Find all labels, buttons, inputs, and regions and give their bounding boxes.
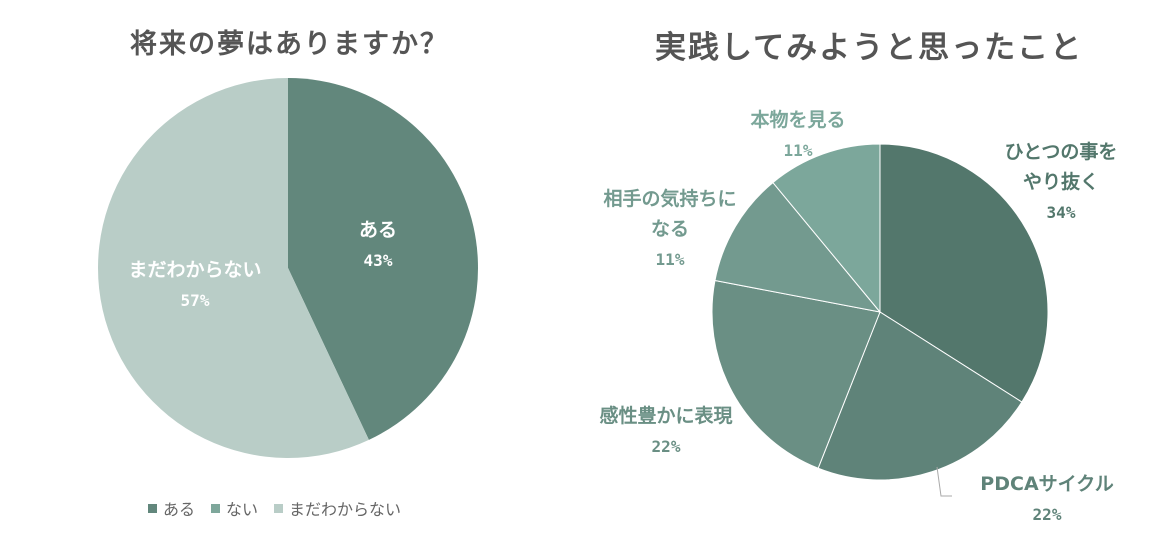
legend-swatch-madawakaranai xyxy=(274,503,284,513)
pie1-percent-label-2: 57% xyxy=(181,291,210,310)
pie2-slice-4 xyxy=(772,143,881,314)
pie2-data-label-1: PDCAサイクル 22% xyxy=(980,473,1113,524)
pie2-leader-line xyxy=(936,466,952,497)
pie2-percent-label-3: 11% xyxy=(656,250,685,269)
pie1-category-label-0: ある xyxy=(359,219,397,241)
chart-title-future-dream: 将来の夢はありますか？ xyxy=(130,29,449,60)
pie2-category-label-3: なる xyxy=(651,218,689,240)
legend-swatch-aru xyxy=(148,503,157,513)
pie2-category-label-1: PDCAサイクル xyxy=(980,473,1113,495)
pie2-category-label-0: やり抜く xyxy=(1023,170,1099,193)
pie2-category-label-2: 感性豊かに表現 xyxy=(599,404,732,427)
legend-item-madawakaranai: まだわからない xyxy=(274,496,401,520)
pie2-slice-0 xyxy=(879,143,1049,403)
pie2-slice-2 xyxy=(711,279,881,469)
chart-title-practice: 実践してみようと思ったこと xyxy=(655,30,1084,66)
pie1-percent-label-0: 43% xyxy=(364,251,393,270)
pie2-percent-label-2: 22% xyxy=(652,437,681,456)
legend-label-aru: ある xyxy=(163,500,196,519)
pie2-data-label-2: 感性豊かに表現 22% xyxy=(599,404,732,456)
pie1-category-label-2: まだわからない xyxy=(128,259,261,281)
pie2-slice-3 xyxy=(714,181,882,313)
pie2-slice-1 xyxy=(817,311,1023,481)
legend-swatch-nai xyxy=(211,503,221,513)
pie1-data-label-0: ある 43% xyxy=(359,219,397,270)
pie2-percent-label-4: 11% xyxy=(784,141,813,160)
pie2-category-label-4: 本物を見る xyxy=(750,108,845,131)
pie2-category-label-0: ひとつの事を xyxy=(1005,140,1118,163)
legend-label-nai: ない xyxy=(226,500,259,519)
pie1-slice-0 xyxy=(288,78,479,440)
pie2-percent-label-1: 22% xyxy=(1033,505,1062,524)
legend-label-madawakaranai: まだわからない xyxy=(289,500,402,519)
legend: ある ない まだわからない xyxy=(148,496,401,520)
legend-item-aru: ある xyxy=(148,496,195,520)
pie2-data-label-4: 本物を見る 11% xyxy=(750,108,845,160)
legend-item-nai: ない xyxy=(211,496,258,520)
pie1-slice-2 xyxy=(98,78,369,458)
pie2-percent-label-0: 34% xyxy=(1047,203,1076,222)
pie2-category-label-3: 相手の気持ちに xyxy=(603,187,736,210)
pie1-data-label-2: まだわからない 57% xyxy=(128,259,261,310)
